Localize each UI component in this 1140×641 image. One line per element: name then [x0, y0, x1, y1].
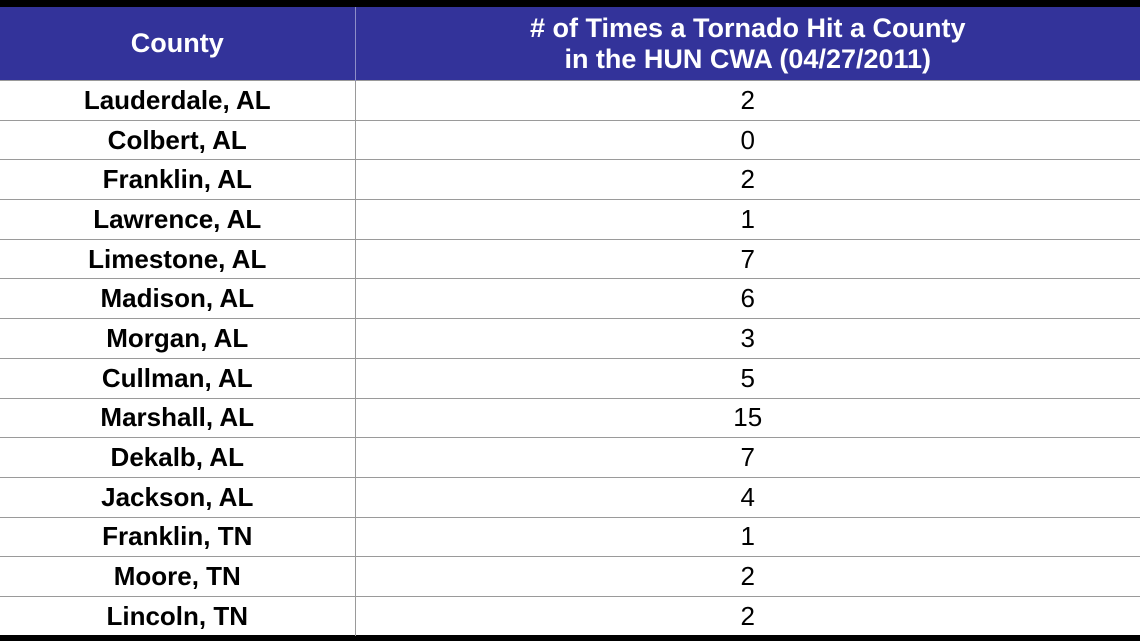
header-row: County # of Times a Tornado Hit a County… — [0, 7, 1140, 81]
county-cell: Franklin, TN — [0, 516, 356, 557]
count-cell: 4 — [354, 476, 1140, 518]
table-row: Limestone, AL 7 — [0, 238, 1140, 279]
count-cell: 1 — [354, 516, 1140, 557]
table-body: Lauderdale, AL 2 Colbert, AL 0 Franklin,… — [0, 80, 1140, 636]
county-cell: Morgan, AL — [0, 318, 356, 359]
count-cell: 2 — [354, 556, 1140, 597]
county-cell: Limestone, AL — [0, 238, 356, 279]
table-row: Madison, AL 6 — [0, 278, 1140, 319]
count-cell: 3 — [354, 318, 1140, 359]
table-row: Colbert, AL 0 — [0, 119, 1140, 160]
count-cell: 2 — [354, 159, 1140, 200]
tornado-count-column-header: # of Times a Tornado Hit a County in the… — [354, 7, 1140, 81]
table-header: County # of Times a Tornado Hit a County… — [0, 7, 1140, 81]
table-row: Lincoln, TN 2 — [0, 595, 1140, 636]
table-row: Jackson, AL 4 — [0, 476, 1140, 518]
table-row: Franklin, AL 2 — [0, 159, 1140, 200]
table-row: Marshall, AL 15 — [0, 397, 1140, 438]
table-row: Franklin, TN 1 — [0, 516, 1140, 557]
table-row: Lauderdale, AL 2 — [0, 80, 1140, 121]
county-cell: Moore, TN — [0, 556, 356, 597]
county-column-header: County — [0, 7, 356, 81]
count-cell: 15 — [354, 397, 1140, 438]
county-cell: Colbert, AL — [0, 119, 356, 160]
table-row: Cullman, AL 5 — [0, 357, 1140, 398]
county-cell: Cullman, AL — [0, 357, 356, 398]
tornado-county-table: County # of Times a Tornado Hit a County… — [0, 7, 1140, 636]
count-cell: 2 — [354, 80, 1140, 121]
county-cell: Franklin, AL — [0, 159, 356, 200]
count-header-line2: in the HUN CWA (04/27/2011) — [564, 43, 932, 74]
table-row: Dekalb, AL 7 — [0, 437, 1140, 478]
county-cell: Jackson, AL — [0, 476, 356, 518]
county-cell: Lauderdale, AL — [0, 80, 356, 121]
count-cell: 1 — [354, 199, 1140, 240]
count-cell: 7 — [354, 437, 1140, 478]
count-header-line1: # of Times a Tornado Hit a County — [529, 12, 966, 43]
table-row: Lawrence, AL 1 — [0, 199, 1140, 240]
county-cell: Marshall, AL — [0, 397, 356, 438]
count-cell: 2 — [354, 595, 1140, 636]
county-cell: Lincoln, TN — [0, 595, 356, 636]
county-cell: Madison, AL — [0, 278, 356, 319]
table-frame: County # of Times a Tornado Hit a County… — [0, 7, 1140, 636]
count-cell: 7 — [354, 238, 1140, 279]
count-cell: 0 — [354, 119, 1140, 160]
table-row: Moore, TN 2 — [0, 556, 1140, 597]
count-cell: 5 — [354, 357, 1140, 398]
county-cell: Lawrence, AL — [0, 199, 356, 240]
county-header-label: County — [130, 28, 224, 58]
count-cell: 6 — [354, 278, 1140, 319]
county-cell: Dekalb, AL — [0, 437, 356, 478]
table-row: Morgan, AL 3 — [0, 318, 1140, 359]
